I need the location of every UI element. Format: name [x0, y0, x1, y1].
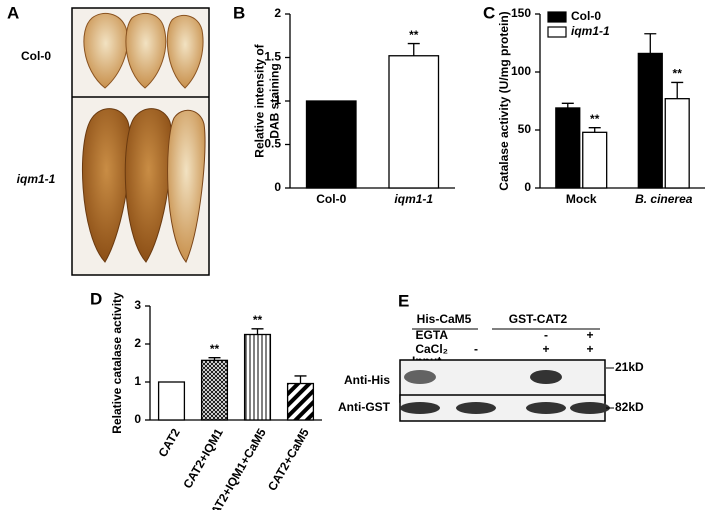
condition-label: CaCl₂: [415, 342, 448, 356]
condition-label: EGTA: [416, 328, 449, 342]
significance-label: **: [409, 28, 419, 42]
bar: [582, 131, 608, 189]
row-label: Anti-His: [344, 373, 390, 387]
y-tick-label: 50: [518, 122, 532, 136]
y-tick-label: 1: [134, 374, 141, 388]
error-bar: [294, 375, 307, 384]
significance-label: **: [590, 112, 600, 126]
row-label: Anti-GST: [338, 400, 391, 414]
blot-band: [456, 402, 496, 414]
panel-label: A: [7, 3, 19, 22]
blot-band: [570, 402, 610, 414]
blot-band: [530, 370, 562, 384]
group-label: GST-CAT2: [509, 312, 568, 326]
bar: [157, 381, 186, 421]
bar: [305, 100, 357, 189]
significance-label: **: [673, 67, 683, 81]
blot-panel: EHis-CaM5GST-CAT2EGTA-+CaCl₂-++InputAnti…: [338, 291, 644, 422]
x-tick-label: CAT2+CaM5: [265, 426, 312, 493]
bar: [286, 382, 315, 421]
panel-label: B: [233, 3, 245, 22]
error-bar: [588, 127, 601, 133]
y-tick-label: 100: [511, 64, 531, 78]
bar: [637, 52, 663, 189]
x-tick-label: iqm1-1: [394, 192, 433, 206]
condition-sign: -: [544, 328, 548, 342]
error-bar: [644, 33, 657, 54]
panel-label: C: [483, 3, 495, 22]
row-label: iqm1-1: [17, 172, 56, 186]
condition-sign: +: [542, 342, 549, 356]
x-tick-label: CAT2+IQM1: [180, 426, 226, 491]
error-bar: [407, 42, 420, 56]
bar: [664, 98, 690, 189]
x-tick-label: CAT2: [155, 426, 183, 460]
bar: [200, 359, 229, 421]
legend-label: Col-0: [571, 9, 601, 23]
y-tick-label: 0: [134, 412, 141, 426]
error-bar: [561, 102, 574, 108]
y-tick-label: 3: [134, 298, 141, 312]
panel-label: E: [398, 291, 409, 310]
significance-label: **: [253, 313, 263, 327]
y-axis-label: Relative intensity of: [253, 43, 267, 157]
y-axis-label: Relative catalase activity: [110, 292, 124, 434]
y-tick-label: 0: [524, 180, 531, 194]
y-tick-label: 0: [274, 180, 281, 194]
y-tick-label: 0.5: [264, 137, 281, 151]
condition-sign: +: [586, 328, 593, 342]
y-tick-label: 1.5: [264, 50, 281, 64]
y-tick-label: 1: [274, 93, 281, 107]
y-axis-label: DAB staining: [268, 63, 282, 138]
error-bar: [671, 81, 684, 99]
leaf-photo: [71, 7, 210, 276]
x-tick-label: Mock: [566, 192, 597, 206]
bar: [555, 107, 581, 189]
y-tick-label: 2: [274, 6, 281, 20]
x-tick-label: Col-0: [316, 192, 346, 206]
y-tick-label: 150: [511, 6, 531, 20]
blot-band: [400, 402, 440, 414]
y-axis-label: Catalase activity (U/mg protein): [497, 11, 511, 190]
blot-band: [526, 402, 566, 414]
legend-label: iqm1-1: [571, 24, 610, 38]
bar: [243, 333, 272, 421]
bar: [388, 55, 440, 189]
panel-label: D: [90, 289, 102, 308]
blot-band: [404, 370, 436, 384]
legend-swatch: [547, 26, 567, 38]
significance-label: **: [210, 342, 220, 356]
error-bar: [208, 357, 221, 361]
error-bar: [251, 328, 264, 335]
size-label: 82kD: [615, 400, 644, 414]
y-tick-label: 2: [134, 336, 141, 350]
condition-sign: -: [474, 342, 478, 356]
row-label: Col-0: [21, 49, 51, 63]
legend-swatch: [547, 11, 567, 23]
x-tick-label: B. cinerea: [635, 192, 693, 206]
size-label: 21kD: [615, 360, 644, 374]
condition-sign: +: [586, 342, 593, 356]
group-label: His-CaM5: [417, 312, 472, 326]
